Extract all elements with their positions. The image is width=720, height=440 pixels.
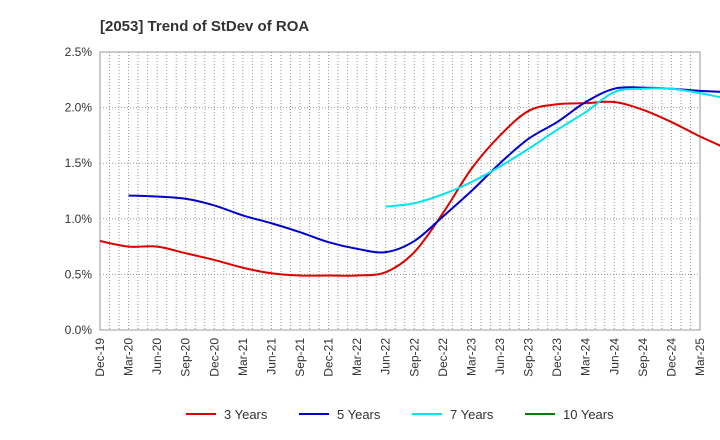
legend-label-4: 10 Years — [563, 407, 614, 422]
x-tick-label: Dec-21 — [322, 338, 336, 377]
y-tick-label: 1.0% — [65, 212, 93, 226]
y-tick-label: 1.5% — [65, 156, 93, 170]
y-tick-label: 0.5% — [65, 267, 93, 281]
series-line-3 — [385, 87, 720, 208]
x-tick-label: Dec-19 — [93, 338, 107, 377]
x-tick-label: Mar-21 — [236, 338, 250, 376]
x-tick-label: Jun-22 — [379, 338, 393, 375]
x-tick-label: Sep-20 — [179, 338, 193, 377]
x-tick-label: Jun-24 — [607, 338, 621, 375]
x-tick-label: Dec-20 — [207, 338, 221, 377]
legend-label-1: 3 Years — [224, 407, 268, 422]
x-tick-label: Dec-24 — [664, 338, 678, 377]
x-tick-label: Jun-21 — [264, 338, 278, 375]
x-tick-label: Sep-22 — [407, 338, 421, 377]
plot-background — [100, 52, 700, 330]
y-tick-label: 2.0% — [65, 101, 93, 115]
x-tick-label: Mar-23 — [464, 338, 478, 376]
x-tick-label: Dec-23 — [550, 338, 564, 377]
x-tick-label: Jun-23 — [493, 338, 507, 375]
plot-border — [99, 51, 701, 331]
x-tick-label: Mar-24 — [579, 338, 593, 376]
x-tick-label: Jun-20 — [150, 338, 164, 375]
legend-label-3: 7 Years — [450, 407, 494, 422]
y-tick-label: 2.5% — [65, 45, 93, 59]
legend-label-2: 5 Years — [337, 407, 381, 422]
x-tick-label: Sep-24 — [636, 338, 650, 377]
x-tick-label: Dec-22 — [436, 338, 450, 377]
plot-area: 0.0% 0.5% 1.0% 1.5% 2.0% 2.5% Dec-19 Mar-20 Jun-… — [65, 45, 720, 377]
y-tick-label: 0.0% — [65, 323, 93, 337]
x-tick-label: Mar-25 — [693, 338, 707, 376]
x-tick-label: Mar-20 — [122, 338, 136, 376]
series-line-1 — [99, 100, 720, 277]
x-tick-label: Sep-23 — [522, 338, 536, 377]
x-tick-label: Sep-21 — [293, 338, 307, 377]
legend: 3 Years 5 Years 7 Years 10 Years — [186, 407, 614, 422]
x-tick-label: Mar-22 — [350, 338, 364, 376]
chart-title: [2053] Trend of StDev of ROA — [100, 18, 309, 35]
